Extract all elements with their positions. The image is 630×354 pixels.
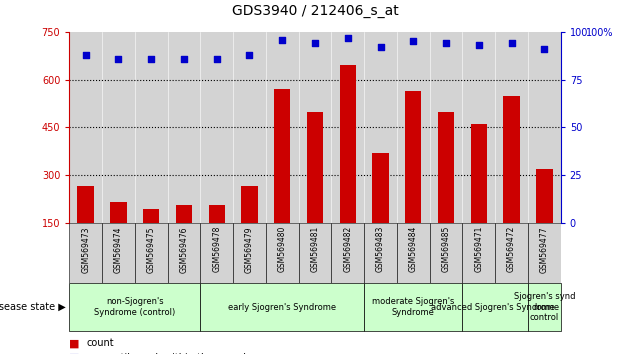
Text: ■: ■ <box>69 338 80 348</box>
Bar <box>168 223 200 283</box>
Text: GSM569479: GSM569479 <box>245 226 254 273</box>
Text: early Sjogren's Syndrome: early Sjogren's Syndrome <box>228 303 336 312</box>
Bar <box>528 32 561 223</box>
Point <box>179 56 189 62</box>
Bar <box>143 209 159 271</box>
Bar <box>241 186 258 271</box>
Bar <box>438 112 454 271</box>
Bar <box>69 32 102 223</box>
Bar <box>102 32 135 223</box>
Point <box>539 46 549 52</box>
Text: GSM569476: GSM569476 <box>180 226 188 273</box>
Bar <box>200 32 233 223</box>
Bar <box>528 223 561 283</box>
Bar <box>495 32 528 223</box>
Text: count: count <box>87 338 115 348</box>
Text: GSM569475: GSM569475 <box>147 226 156 273</box>
Point <box>146 56 156 62</box>
Text: GSM569471: GSM569471 <box>474 226 483 273</box>
Text: GSM569480: GSM569480 <box>278 226 287 273</box>
Text: ■: ■ <box>69 353 80 354</box>
Bar <box>528 283 561 331</box>
Bar <box>471 124 487 271</box>
Text: GSM569481: GSM569481 <box>311 226 319 272</box>
Text: GSM569474: GSM569474 <box>114 226 123 273</box>
Bar <box>331 223 364 283</box>
Text: GSM569477: GSM569477 <box>540 226 549 273</box>
Point <box>375 44 386 50</box>
Bar <box>233 223 266 283</box>
Bar <box>503 96 520 271</box>
Bar <box>462 32 495 223</box>
Bar <box>102 223 135 283</box>
Bar <box>372 153 389 271</box>
Text: Sjogren's synd
rome
control: Sjogren's synd rome control <box>513 292 575 322</box>
Point <box>441 40 451 46</box>
Bar <box>364 223 397 283</box>
Bar <box>299 223 331 283</box>
Bar <box>274 89 290 271</box>
Bar <box>77 186 94 271</box>
Point <box>474 42 484 48</box>
Bar <box>462 283 528 331</box>
Bar <box>266 32 299 223</box>
Y-axis label: 100%: 100% <box>587 28 614 38</box>
Bar <box>200 223 233 283</box>
Bar <box>69 223 102 283</box>
Bar <box>331 32 364 223</box>
Bar <box>69 283 200 331</box>
Text: GSM569482: GSM569482 <box>343 226 352 272</box>
Bar <box>397 223 430 283</box>
Point <box>310 40 320 46</box>
Bar <box>536 169 553 271</box>
Bar <box>430 32 462 223</box>
Text: GSM569473: GSM569473 <box>81 226 90 273</box>
Point <box>244 52 255 58</box>
Bar <box>233 32 266 223</box>
Point <box>408 39 418 44</box>
Bar <box>299 32 331 223</box>
Bar <box>462 223 495 283</box>
Bar <box>364 32 397 223</box>
Bar <box>168 32 200 223</box>
Bar <box>266 223 299 283</box>
Point <box>277 37 287 42</box>
Bar <box>110 202 127 271</box>
Bar <box>200 283 364 331</box>
Point <box>507 40 517 46</box>
Bar <box>307 112 323 271</box>
Text: GSM569483: GSM569483 <box>376 226 385 273</box>
Point <box>212 56 222 62</box>
Bar <box>495 223 528 283</box>
Bar <box>209 205 225 271</box>
Text: GDS3940 / 212406_s_at: GDS3940 / 212406_s_at <box>232 4 398 18</box>
Text: GSM569484: GSM569484 <box>409 226 418 273</box>
Text: percentile rank within the sample: percentile rank within the sample <box>87 353 252 354</box>
Bar <box>430 223 462 283</box>
Bar <box>340 65 356 271</box>
Bar <box>364 283 462 331</box>
Text: advanced Sjogren's Syndrome: advanced Sjogren's Syndrome <box>431 303 559 312</box>
Text: GSM569485: GSM569485 <box>442 226 450 273</box>
Bar <box>176 205 192 271</box>
Text: GSM569478: GSM569478 <box>212 226 221 273</box>
Point <box>81 52 91 58</box>
Bar <box>135 32 168 223</box>
Point <box>343 35 353 40</box>
Text: non-Sjogren's
Syndrome (control): non-Sjogren's Syndrome (control) <box>94 297 175 317</box>
Text: moderate Sjogren's
Syndrome: moderate Sjogren's Syndrome <box>372 297 454 317</box>
Text: GSM569472: GSM569472 <box>507 226 516 273</box>
Bar <box>397 32 430 223</box>
Bar <box>405 91 421 271</box>
Point <box>113 56 123 62</box>
Bar <box>135 223 168 283</box>
Text: disease state ▶: disease state ▶ <box>0 302 66 312</box>
